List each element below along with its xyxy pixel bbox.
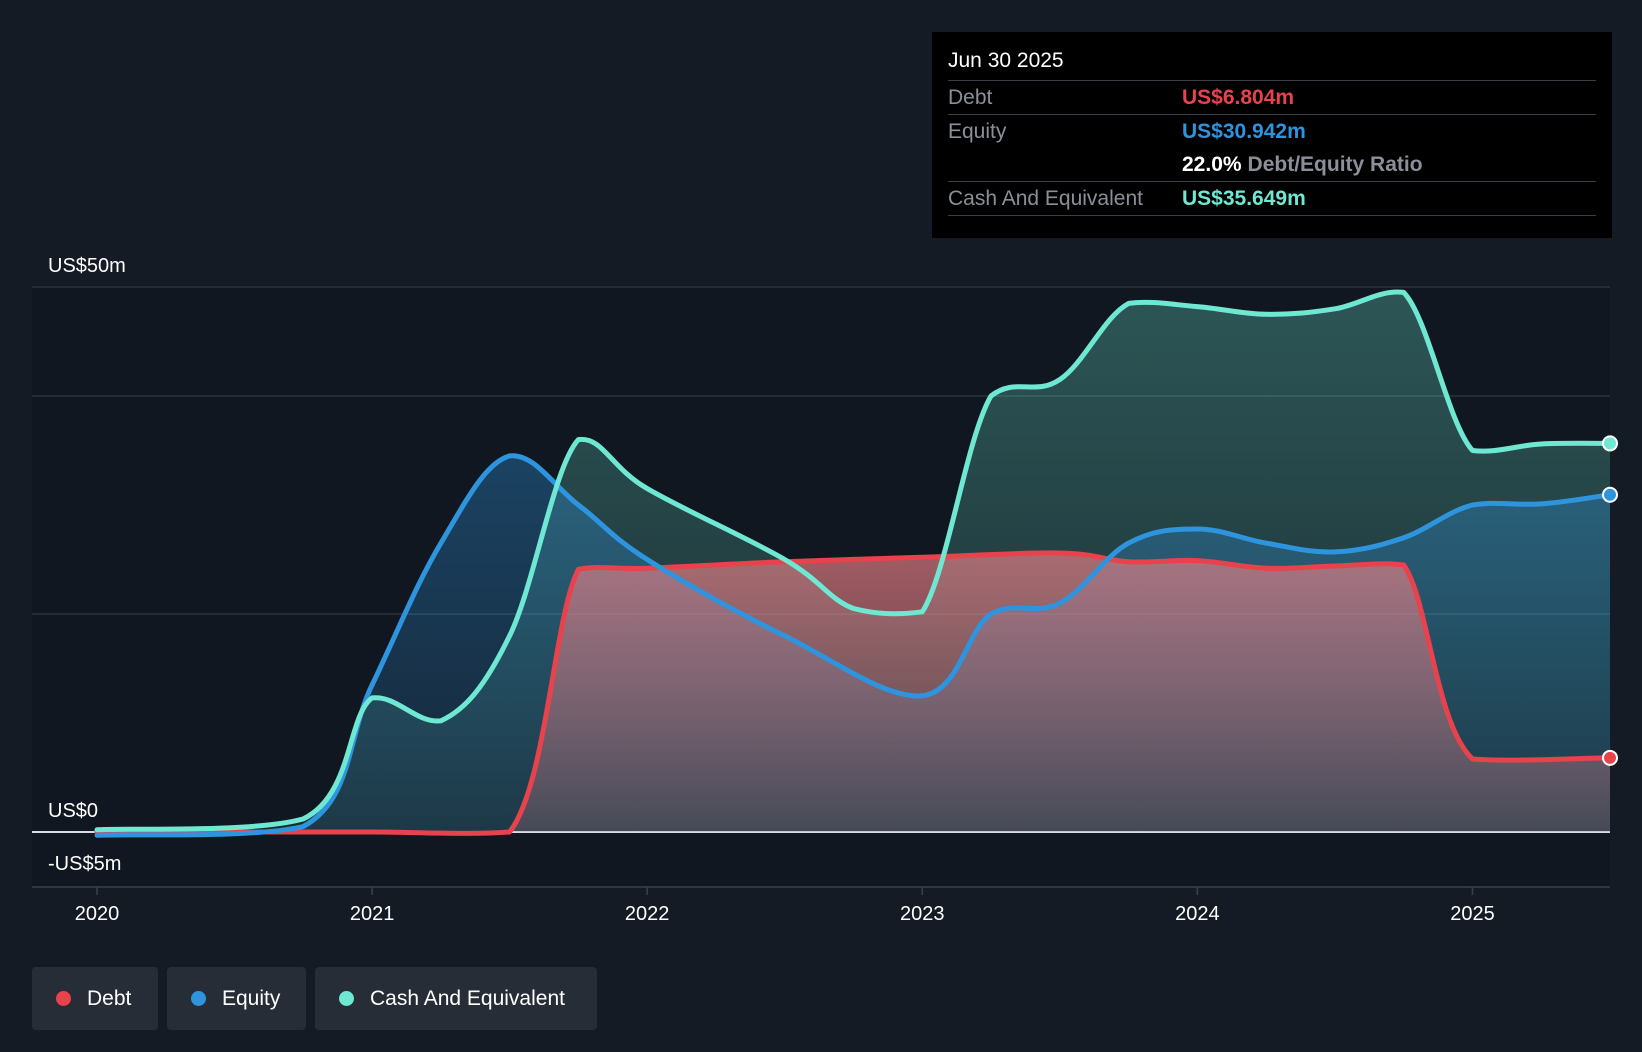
debt-end-dot — [1602, 749, 1618, 766]
legend-debt-label: Debt — [87, 986, 132, 1010]
x-axis-labels: 2020 2021 2022 2023 2024 2025 — [75, 887, 1495, 925]
tooltip-equity-label: Equity — [948, 119, 1007, 143]
tooltip-debt-value: US$6.804m — [1182, 85, 1295, 109]
tooltip-equity-row: Equity US$30.942m — [948, 114, 1596, 148]
legend-item-cash[interactable]: Cash And Equivalent — [315, 967, 597, 1030]
legend-item-debt[interactable]: Debt — [32, 967, 158, 1030]
y-tick-label: -US$5m — [48, 853, 121, 875]
x-tick-label: 2020 — [75, 903, 120, 925]
equity-dot-icon — [191, 991, 206, 1006]
cash-line — [94, 289, 1613, 833]
x-tick-label: 2024 — [1175, 903, 1220, 925]
cash-end-dot — [1602, 435, 1618, 452]
x-tick-label: 2022 — [625, 903, 670, 925]
hover-tooltip: Jun 30 2025 Debt US$6.804m Equity US$30.… — [932, 32, 1612, 238]
tooltip-ratio-value: 22.0% — [1182, 152, 1242, 176]
cash-dot-icon — [339, 991, 354, 1006]
tooltip-ratio-row: 22.0% Debt/Equity Ratio — [948, 148, 1596, 181]
legend-cash-label: Cash And Equivalent — [370, 986, 565, 1010]
debt-line — [94, 550, 1613, 836]
equity-end-dot — [1602, 486, 1618, 503]
tooltip-debt-row: Debt US$6.804m — [948, 80, 1596, 114]
chart-legend: Debt Equity Cash And Equivalent — [32, 967, 597, 1030]
legend-equity-label: Equity — [222, 986, 281, 1010]
x-tick-label: 2021 — [350, 903, 395, 925]
tooltip-cash-value: US$35.649m — [1182, 186, 1306, 210]
x-tick-label: 2023 — [900, 903, 945, 925]
debt-lower-overlay — [97, 552, 1610, 834]
y-tick-label: US$0 — [48, 800, 98, 822]
equity-line — [94, 453, 1613, 838]
tooltip-equity-value: US$30.942m — [1182, 119, 1306, 143]
series-areas — [97, 292, 1610, 836]
y-tick-label: US$50m — [48, 255, 126, 277]
tooltip-date: Jun 30 2025 — [948, 49, 1064, 72]
y-axis-labels: US$50m US$0 -US$5m — [48, 255, 126, 875]
debt-dot-icon — [56, 991, 71, 1006]
tooltip-cash-row: Cash And Equivalent US$35.649m — [948, 181, 1596, 216]
tooltip-debt-label: Debt — [948, 85, 993, 109]
tooltip-ratio-label: Debt/Equity Ratio — [1247, 152, 1423, 176]
legend-item-equity[interactable]: Equity — [167, 967, 306, 1030]
series-end-markers — [1602, 435, 1618, 766]
series-lines — [94, 289, 1613, 838]
tooltip-cash-label: Cash And Equivalent — [948, 186, 1143, 210]
x-tick-label: 2025 — [1450, 903, 1495, 925]
